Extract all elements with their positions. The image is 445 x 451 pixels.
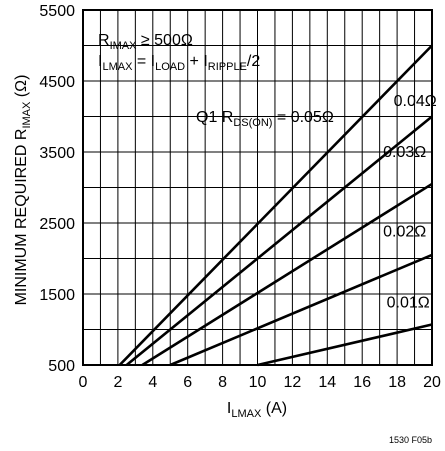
series-line bbox=[118, 44, 433, 366]
series-line bbox=[169, 253, 433, 367]
x-tick-labels: 0 2 4 6 8 10 12 14 16 18 20 bbox=[79, 374, 441, 391]
q1-rdson-label: Q1 RDS(ON) = 0.05Ω bbox=[196, 109, 334, 129]
x-tick-label: 14 bbox=[318, 374, 336, 391]
series-lines bbox=[118, 44, 433, 367]
x-tick-label: 2 bbox=[113, 374, 122, 391]
series-label: 0.01Ω bbox=[387, 294, 430, 311]
x-tick-label: 4 bbox=[148, 374, 157, 391]
y-tick-label: 5500 bbox=[39, 3, 75, 20]
series-labels: 0.04Ω 0.03Ω 0.02Ω 0.01Ω bbox=[383, 93, 437, 312]
x-tick-label: 20 bbox=[423, 374, 441, 391]
figure-id: 1530 F05b bbox=[389, 435, 432, 445]
y-tick-label: 4500 bbox=[39, 74, 75, 91]
y-axis-label: MINIMUM REQUIRED RIMAX (Ω) bbox=[13, 75, 33, 306]
condition-ilmax: ILMAX = ILOAD + IRIPPLE/2 bbox=[98, 53, 260, 73]
y-tick-label: 2500 bbox=[39, 216, 75, 233]
x-axis-label: ILMAX (A) bbox=[227, 400, 287, 420]
condition-rimax: RIMAX ≥ 500Ω bbox=[98, 32, 193, 52]
y-tick-label: 3500 bbox=[39, 145, 75, 162]
x-tick-label: 16 bbox=[353, 374, 371, 391]
y-tick-labels: 500 1500 2500 3500 4500 5500 bbox=[39, 3, 75, 375]
x-tick-label: 0 bbox=[79, 374, 88, 391]
series-label: 0.04Ω bbox=[394, 93, 437, 110]
series-label: 0.02Ω bbox=[383, 223, 426, 240]
series-line bbox=[141, 182, 433, 367]
series-line bbox=[257, 323, 433, 367]
x-tick-label: 6 bbox=[183, 374, 192, 391]
y-tick-label: 500 bbox=[48, 358, 75, 375]
series-label: 0.03Ω bbox=[383, 144, 426, 161]
x-tick-label: 8 bbox=[218, 374, 227, 391]
x-tick-label: 18 bbox=[388, 374, 406, 391]
x-tick-label: 10 bbox=[249, 374, 267, 391]
series-line bbox=[125, 115, 433, 367]
x-tick-label: 12 bbox=[284, 374, 302, 391]
y-tick-label: 1500 bbox=[39, 287, 75, 304]
